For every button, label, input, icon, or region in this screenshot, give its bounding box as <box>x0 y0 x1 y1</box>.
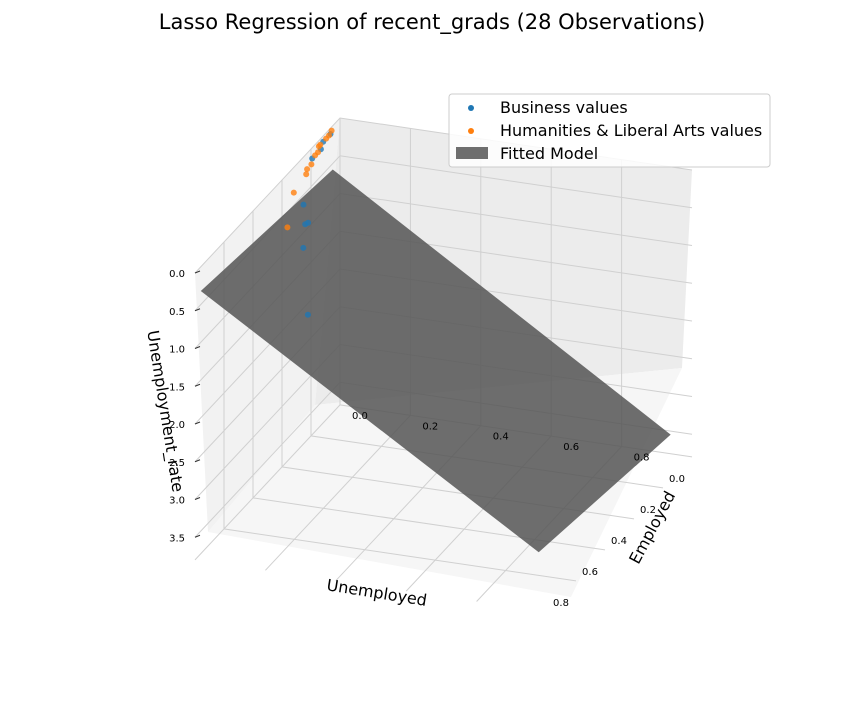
humanities-point <box>315 149 321 156</box>
z-tick-label: 2.0 <box>169 420 185 431</box>
grid-line-y <box>223 242 577 582</box>
humanities-point <box>290 189 297 196</box>
x-tick-label: 0.2 <box>422 421 438 432</box>
z-tick-label: 1.0 <box>169 345 185 356</box>
y-tick-label: 0.4 <box>611 536 627 547</box>
scatter-points <box>284 127 335 318</box>
z-tick-label: 0.0 <box>169 269 185 280</box>
z-tick-label: 1.5 <box>169 382 185 393</box>
legend-box <box>448 93 771 168</box>
humanities-point <box>308 161 315 168</box>
business-point <box>305 219 312 226</box>
humanities-point <box>284 224 291 231</box>
humanities-point <box>303 171 310 178</box>
business-point <box>300 244 307 251</box>
z-tick-mark <box>194 497 201 500</box>
z-tick-label: 0.5 <box>169 307 185 318</box>
legend: Business values Humanities & Liberal Art… <box>448 93 771 168</box>
fitted-model-plane <box>200 169 671 553</box>
y-axis-label: Unemployed <box>325 575 428 610</box>
humanities-point <box>317 141 324 148</box>
humanities-point <box>304 166 311 173</box>
y-tick-label: 0.0 <box>669 474 685 485</box>
fitted-model-layer <box>200 169 671 553</box>
legend-label-fitted: Fitted Model <box>500 144 598 163</box>
legend-marker-humanities <box>468 128 474 134</box>
business-point <box>304 311 311 318</box>
x-tick-label: 0.8 <box>634 453 650 464</box>
humanities-point <box>328 127 335 134</box>
z-tick-mark <box>194 346 201 349</box>
z-tick-label: 3.0 <box>169 496 185 507</box>
y-tick-label: 0.8 <box>553 598 569 609</box>
x-tick-label: 0.0 <box>352 411 368 422</box>
z-tick-label: 2.5 <box>169 458 185 469</box>
axis-ticks: 0.0 0.5 1.0 1.5 2.0 2.5 3.0 3.5 0.8 0.6 0.4 0.2 0.0 0… <box>169 269 685 609</box>
x-tick-label: 0.4 <box>493 432 509 443</box>
z-tick-mark <box>194 421 201 425</box>
z-tick-mark <box>194 459 201 463</box>
z-tick-mark <box>194 383 201 387</box>
legend-label-business: Business values <box>500 98 628 117</box>
x-axis-label: Employed <box>625 488 679 567</box>
legend-label-humanities: Humanities & Liberal Arts values <box>500 121 762 140</box>
x-tick-label: 0.6 <box>563 442 579 453</box>
business-point <box>300 201 307 208</box>
humanities-point <box>326 132 332 139</box>
z-tick-mark <box>194 270 201 274</box>
z-tick-label: 3.5 <box>169 533 185 544</box>
y-tick-label: 0.2 <box>640 505 656 516</box>
legend-marker-fitted <box>456 147 488 159</box>
z-tick-mark <box>194 308 201 312</box>
y-tick-label: 0.6 <box>582 567 598 578</box>
legend-marker-business <box>468 105 474 111</box>
chart-title: Lasso Regression of recent_grads (28 Obs… <box>159 10 705 35</box>
z-tick-mark <box>194 534 201 538</box>
